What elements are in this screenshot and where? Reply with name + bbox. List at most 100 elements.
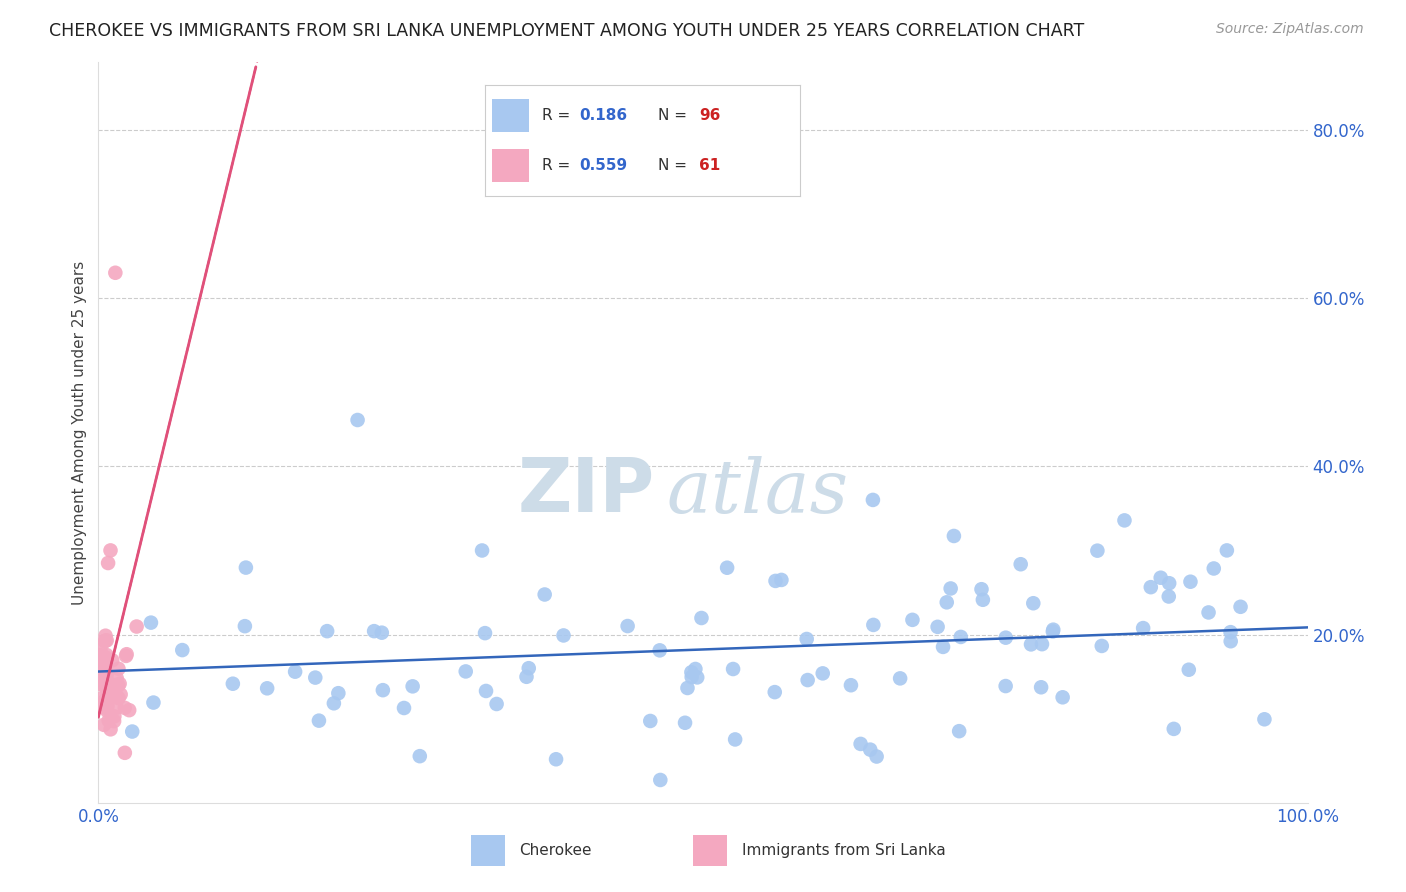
- Point: [1019, 637, 1042, 651]
- Point: [770, 573, 793, 587]
- Point: [115, 647, 138, 661]
- Point: [1216, 543, 1239, 558]
- Point: [94, 629, 117, 643]
- Point: [939, 582, 962, 596]
- Point: [108, 676, 131, 690]
- Point: [716, 560, 738, 574]
- Point: [650, 772, 672, 787]
- Point: [640, 714, 662, 728]
- Point: [485, 697, 508, 711]
- Point: [1010, 558, 1032, 572]
- Point: [104, 266, 127, 280]
- Point: [948, 724, 970, 739]
- Point: [676, 681, 699, 695]
- Point: [328, 686, 350, 700]
- Point: [1219, 634, 1241, 648]
- Point: [94, 650, 117, 665]
- Point: [90, 649, 112, 664]
- Point: [105, 690, 128, 704]
- Point: [94, 657, 117, 672]
- Point: [994, 679, 1017, 693]
- Point: [616, 619, 638, 633]
- Point: [839, 678, 862, 692]
- Text: Source: ZipAtlas.com: Source: ZipAtlas.com: [1216, 22, 1364, 37]
- Point: [1150, 571, 1173, 585]
- Point: [811, 666, 834, 681]
- Point: [363, 624, 385, 639]
- Point: [96, 667, 118, 681]
- Point: [849, 737, 872, 751]
- Point: [681, 665, 703, 680]
- Point: [475, 684, 498, 698]
- Point: [93, 667, 115, 681]
- Point: [1114, 513, 1136, 527]
- Point: [101, 653, 124, 667]
- Point: [96, 683, 118, 698]
- Point: [1087, 543, 1109, 558]
- Point: [308, 714, 330, 728]
- Point: [115, 648, 138, 663]
- Text: CHEROKEE VS IMMIGRANTS FROM SRI LANKA UNEMPLOYMENT AMONG YOUTH UNDER 25 YEARS CO: CHEROKEE VS IMMIGRANTS FROM SRI LANKA UN…: [49, 22, 1084, 40]
- Point: [763, 685, 786, 699]
- Point: [90, 668, 112, 682]
- Point: [533, 587, 555, 601]
- Point: [1029, 680, 1052, 694]
- Point: [103, 680, 125, 694]
- Point: [139, 615, 162, 630]
- Point: [100, 677, 122, 691]
- Point: [865, 749, 887, 764]
- Point: [686, 670, 709, 684]
- Point: [304, 671, 326, 685]
- Point: [553, 628, 575, 642]
- Point: [1202, 561, 1225, 575]
- Point: [474, 626, 496, 640]
- Point: [114, 746, 136, 760]
- Point: [91, 665, 114, 680]
- Point: [935, 595, 957, 609]
- Point: [1180, 574, 1202, 589]
- Point: [1132, 621, 1154, 635]
- Point: [91, 660, 114, 674]
- Point: [172, 643, 194, 657]
- Point: [107, 662, 129, 676]
- Point: [89, 677, 111, 691]
- Point: [91, 658, 114, 673]
- Point: [105, 700, 128, 714]
- Point: [90, 657, 112, 671]
- Point: [648, 643, 671, 657]
- Point: [1253, 712, 1275, 726]
- Point: [97, 681, 120, 695]
- Point: [1178, 663, 1201, 677]
- Point: [371, 625, 394, 640]
- Point: [222, 676, 245, 690]
- Point: [932, 640, 955, 654]
- Point: [233, 619, 256, 633]
- Point: [121, 724, 143, 739]
- Point: [1163, 722, 1185, 736]
- Point: [93, 656, 115, 670]
- Point: [796, 673, 818, 687]
- Point: [235, 560, 257, 574]
- Point: [544, 752, 567, 766]
- Point: [89, 648, 111, 662]
- Point: [1157, 590, 1180, 604]
- Point: [97, 714, 120, 728]
- Point: [796, 632, 818, 646]
- Point: [114, 701, 136, 715]
- Point: [322, 696, 344, 710]
- Point: [685, 662, 707, 676]
- Point: [96, 690, 118, 705]
- Point: [765, 574, 787, 588]
- Point: [1198, 606, 1220, 620]
- Point: [721, 662, 744, 676]
- Point: [103, 709, 125, 723]
- Point: [1042, 623, 1064, 637]
- Point: [942, 529, 965, 543]
- Point: [889, 672, 911, 686]
- Point: [93, 718, 115, 732]
- Point: [96, 704, 118, 718]
- Point: [107, 679, 129, 693]
- Point: [94, 694, 117, 708]
- Point: [96, 648, 118, 662]
- Point: [1091, 639, 1114, 653]
